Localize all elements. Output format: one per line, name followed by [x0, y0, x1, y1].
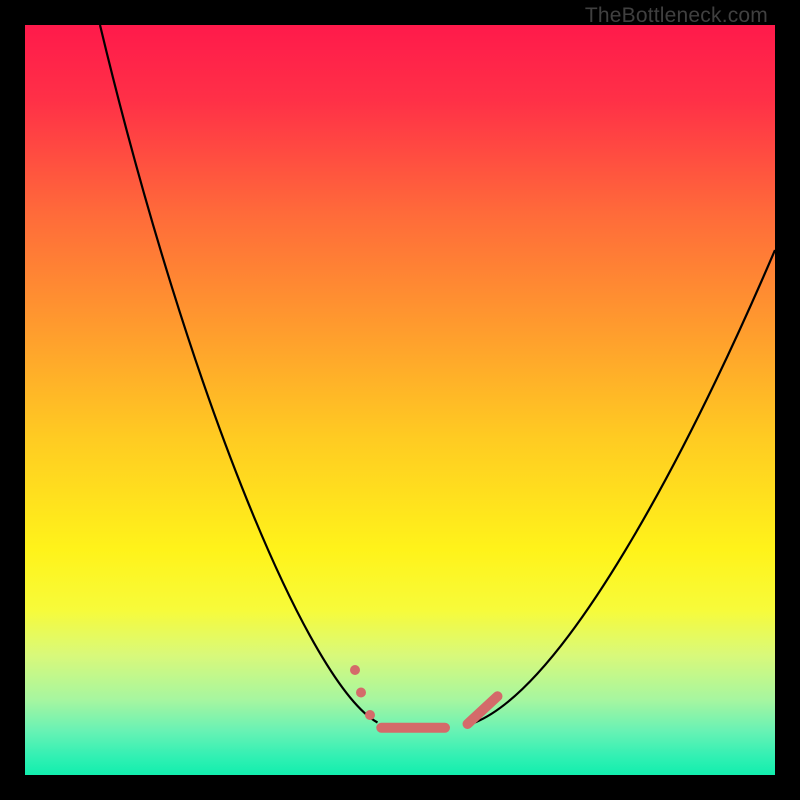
marker-dot [350, 665, 360, 675]
bottom-green-stripe [25, 730, 775, 775]
marker-dot [365, 710, 375, 720]
chart-svg [25, 25, 775, 775]
gradient-background [25, 25, 775, 775]
watermark-text: TheBottleneck.com [585, 4, 768, 28]
outer-black-frame: TheBottleneck.com [0, 0, 800, 800]
marker-dot [356, 688, 366, 698]
chart-plot-area [25, 25, 775, 775]
